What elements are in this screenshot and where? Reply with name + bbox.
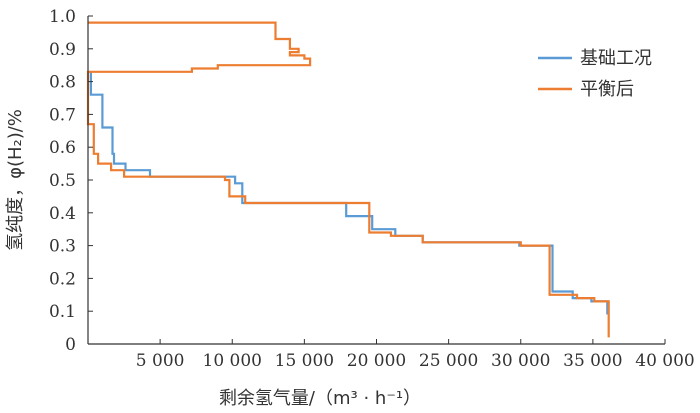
series-line-0	[89, 71, 609, 315]
legend-label-balanced: 平衡后	[580, 79, 634, 100]
series-layer	[86, 21, 610, 338]
x-tick-label: 25 000	[419, 351, 478, 371]
y-tick-label: 0.2	[49, 269, 76, 289]
series-line-1	[86, 21, 610, 338]
x-axis-title: 剩余氢气量/（m³ · h⁻¹）	[219, 388, 421, 409]
x-tick-label: 30 000	[491, 351, 550, 371]
legend: 基础工况 平衡后	[538, 48, 652, 100]
x-tick-label: 5 000	[136, 351, 185, 371]
y-tick-label: 0.8	[49, 73, 76, 93]
y-axis-title: 氢纯度，φ(H₂)/%	[5, 109, 26, 251]
y-tick-label: 0.6	[49, 138, 76, 158]
y-tick-label: 0.7	[49, 105, 76, 125]
y-tick-label: 0	[65, 335, 76, 355]
x-tick-label: 10 000	[203, 351, 262, 371]
y-tick-label: 0.3	[49, 237, 76, 257]
x-axis-ticks: 5 000 10 000 15 000 20 000 25 000 30 000 35 00…	[136, 339, 695, 371]
x-tick-label: 35 000	[563, 351, 622, 371]
x-tick-label: 40 000	[635, 351, 694, 371]
y-tick-label: 1.0	[49, 7, 76, 27]
axes	[87, 16, 665, 345]
y-tick-label: 0.4	[49, 204, 76, 224]
y-axis-ticks: 0 0.1 0.2 0.3 0.4 0.5 0.6 0.7 0.8 0.9 1.0	[49, 7, 93, 355]
y-tick-label: 0.9	[49, 40, 76, 60]
y-tick-label: 0.5	[49, 171, 76, 191]
legend-label-base: 基础工况	[580, 48, 652, 69]
y-tick-label: 0.1	[49, 302, 76, 322]
x-tick-label: 20 000	[347, 351, 406, 371]
x-tick-label: 15 000	[275, 351, 334, 371]
